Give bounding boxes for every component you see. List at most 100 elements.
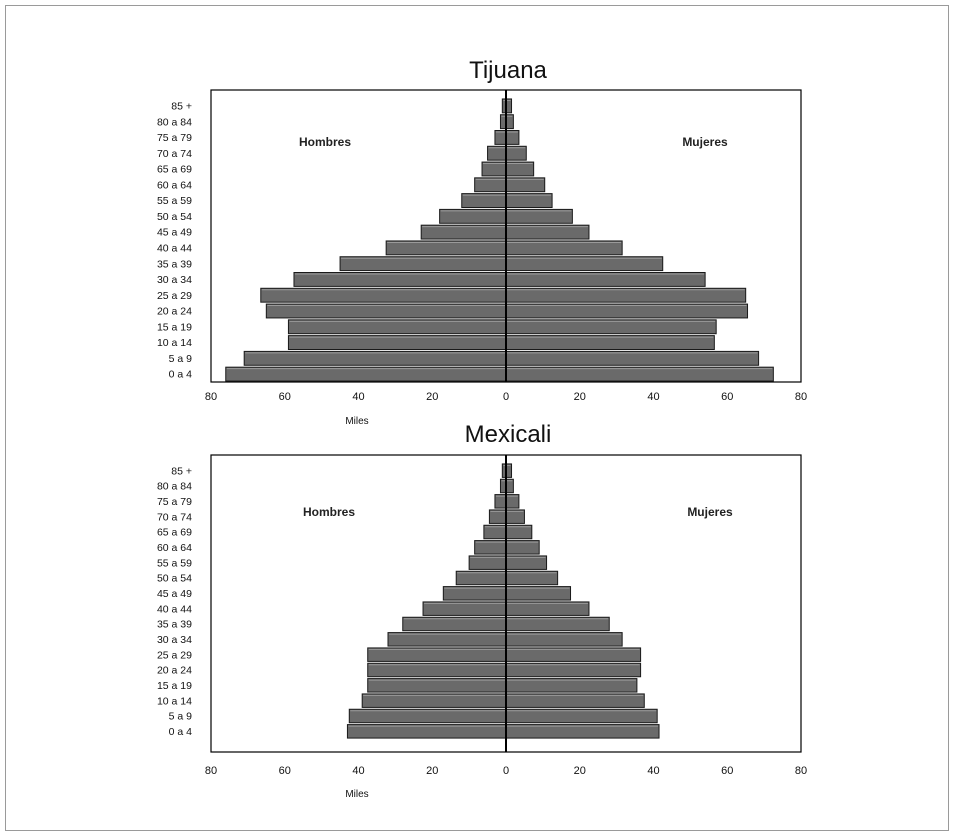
category-label: 70 a 74 [157,511,192,523]
bar-mujeres [505,272,706,287]
category-label: 80 a 84 [157,116,192,128]
bar-mujeres [505,350,760,366]
bar-mujeres [505,177,546,193]
x-tick-label: 80 [205,391,217,403]
x-tick-label: 40 [647,391,659,403]
bar-hombres [265,303,507,319]
bar-mujeres [505,724,660,739]
category-label: 15 a 19 [157,680,192,692]
bar-hombres [361,693,507,708]
pyramid-tijuana: Tijuana 85 + 80 a 84 75 a 79 70 a 74 65 a 69… [157,57,807,427]
x-tick-label: 60 [279,765,291,777]
bar-mujeres [505,303,749,319]
x-tick-label: 20 [574,391,586,403]
series-label-hombres: Hombres [303,505,355,519]
category-label: 25 a 29 [157,649,192,661]
x-axis-label: Miles [345,416,368,427]
category-label: 35 a 39 [157,258,192,270]
bar-mujeres [505,208,573,224]
category-label: 85 + [171,465,192,477]
bar-mujeres [505,678,638,693]
bar-hombres [474,177,507,193]
bar-hombres [439,208,507,224]
category-label: 10 a 14 [157,337,192,349]
category-label: 60 a 64 [157,542,192,554]
bar-hombres [243,350,507,366]
bar-mujeres [505,145,527,161]
bar-mujeres [505,161,535,177]
x-tick-label: 40 [647,765,659,777]
bar-hombres [367,662,507,678]
bar-mujeres [505,647,642,662]
x-tick-label: 80 [795,391,807,403]
bar-hombres [367,678,507,693]
category-label: 30 a 34 [157,634,192,646]
category-label: 20 a 24 [157,665,192,677]
bar-mujeres [505,693,645,708]
category-label: 65 a 69 [157,164,192,176]
category-label: 50 a 54 [157,211,192,223]
bar-mujeres [505,708,658,724]
bar-mujeres [505,335,715,350]
bar-mujeres [505,366,774,382]
bar-mujeres [505,509,525,524]
bar-mujeres [505,616,610,632]
bar-hombres [260,287,507,303]
category-label: 45 a 49 [157,227,192,239]
category-label: 20 a 24 [157,306,192,318]
bar-hombres [387,632,507,647]
category-label: 10 a 14 [157,695,192,707]
x-tick-label: 0 [503,765,509,777]
bar-hombres [402,616,507,632]
bar-hombres [367,647,507,662]
category-label: 15 a 19 [157,321,192,333]
bar-hombres [455,570,507,586]
x-tick-label: 20 [574,765,586,777]
category-label: 55 a 59 [157,195,192,207]
category-label: 5 a 9 [169,353,193,365]
category-label: 40 a 44 [157,242,192,254]
pyramid-mexicali: Mexicali 85 + 80 a 84 75 a 79 70 a 74 65 a 6… [157,421,807,800]
bar-hombres [488,509,507,524]
category-label: 80 a 84 [157,481,192,493]
x-tick-label: 40 [352,391,364,403]
bar-mujeres [505,601,590,616]
bar-mujeres [505,586,572,601]
chart-title: Tijuana [469,57,547,84]
category-label: 0 a 4 [169,726,193,738]
category-label: 50 a 54 [157,573,192,585]
bar-hombres [287,335,507,350]
x-tick-label: 80 [205,765,217,777]
x-axis-label: Miles [345,789,368,800]
chart-title: Mexicali [465,421,552,448]
bar-mujeres [505,555,548,570]
x-tick-label: 40 [352,765,364,777]
category-label: 75 a 79 [157,496,192,508]
bar-hombres [468,555,507,570]
series-label-hombres: Hombres [299,135,351,149]
bar-hombres [339,256,507,272]
bar-hombres [487,145,507,161]
bar-mujeres [505,193,553,208]
bar-mujeres [505,114,514,130]
bar-mujeres [505,478,514,494]
x-tick-label: 60 [279,391,291,403]
bar-hombres [461,193,507,208]
bar-mujeres [505,524,533,540]
bar-hombres [474,540,507,555]
bar-mujeres [505,256,664,272]
series-label-mujeres: Mujeres [687,505,733,519]
bar-hombres [442,586,507,601]
bar-hombres [287,319,507,335]
category-label: 85 + [171,100,192,112]
bar-hombres [420,224,507,240]
category-label: 5 a 9 [169,711,193,723]
category-label: 65 a 69 [157,527,192,539]
bar-mujeres [505,240,623,256]
bar-hombres [225,366,507,382]
bar-hombres [422,601,507,616]
category-label: 70 a 74 [157,148,192,160]
x-tick-label: 20 [426,391,438,403]
bar-hombres [348,708,507,724]
